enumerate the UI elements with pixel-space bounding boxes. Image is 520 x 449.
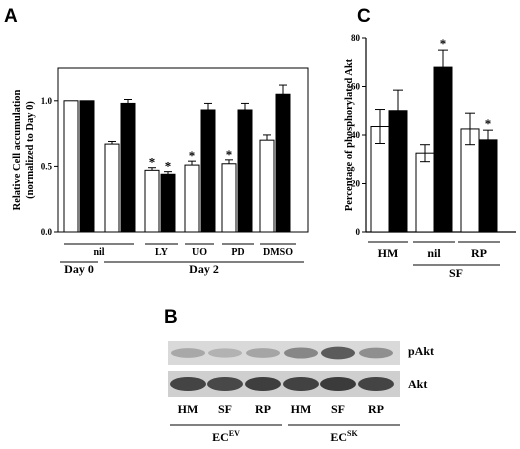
group-label: UO bbox=[192, 247, 207, 258]
band-pakt bbox=[208, 348, 242, 358]
bar bbox=[478, 139, 498, 233]
chart-a-ytick-label: 0.5 bbox=[41, 161, 53, 171]
bar bbox=[237, 109, 253, 233]
super-label-day2: Day 2 bbox=[189, 262, 219, 276]
bar bbox=[433, 66, 453, 233]
bar bbox=[184, 164, 200, 233]
band-label-pakt: pAkt bbox=[408, 344, 434, 358]
band-akt bbox=[207, 377, 243, 391]
lane-label: SF bbox=[218, 402, 232, 416]
significance-star: * bbox=[485, 116, 492, 131]
chart-c-ytick-label: 60 bbox=[351, 82, 361, 92]
group-label: LY bbox=[155, 247, 169, 258]
band-akt bbox=[283, 377, 319, 391]
group-label: HM bbox=[378, 246, 399, 260]
band-akt bbox=[320, 377, 356, 391]
group-label: RP bbox=[471, 246, 487, 260]
panel-letter-c: C bbox=[357, 6, 371, 27]
chart-a: Relative Cell accumulation (normalized t… bbox=[12, 67, 309, 276]
significance-star: * bbox=[149, 155, 156, 170]
significance-star: * bbox=[226, 147, 233, 162]
band-pakt bbox=[246, 348, 280, 358]
band-akt bbox=[245, 377, 281, 391]
bar bbox=[275, 93, 291, 233]
band-label-akt: Akt bbox=[408, 377, 427, 391]
bar bbox=[144, 169, 160, 233]
chart-c: Percentage of phosphorylated Akt 0 20 40 60… bbox=[344, 33, 516, 280]
lane-label: HM bbox=[291, 402, 312, 416]
band-pakt bbox=[321, 346, 355, 360]
significance-star: * bbox=[189, 148, 196, 163]
group-label-ecev: ECEV bbox=[212, 429, 240, 444]
chart-c-ylabel: Percentage of phosphorylated Akt bbox=[344, 58, 355, 211]
chart-c-ytick-label: 80 bbox=[351, 33, 361, 43]
chart-a-ytick-label: 1.0 bbox=[41, 96, 53, 106]
group-label: nil bbox=[427, 246, 441, 260]
group-label: PD bbox=[231, 247, 244, 258]
bar bbox=[415, 152, 435, 233]
lane-label: SF bbox=[331, 402, 345, 416]
super-label-day0: Day 0 bbox=[64, 262, 94, 276]
band-pakt bbox=[284, 347, 318, 359]
chart-a-frame bbox=[57, 67, 309, 233]
bar bbox=[120, 102, 136, 233]
panel-letter-a: A bbox=[4, 6, 18, 27]
bar bbox=[259, 139, 275, 233]
bar bbox=[200, 109, 216, 233]
lane-label: RP bbox=[255, 402, 271, 416]
group-label: DMSO bbox=[263, 247, 293, 258]
bar bbox=[63, 100, 79, 233]
chart-c-ytick-label: 40 bbox=[351, 130, 361, 140]
chart-c-ytick-label: 20 bbox=[351, 179, 361, 189]
significance-star: * bbox=[440, 36, 447, 51]
lane-label: RP bbox=[368, 402, 384, 416]
chart-a-ytick-label: 0.0 bbox=[41, 227, 53, 237]
bar bbox=[160, 173, 176, 233]
chart-a-ylabel-line2: (normalized to Day 0) bbox=[25, 101, 36, 199]
bar bbox=[104, 143, 120, 233]
group-label-base: EC bbox=[212, 430, 229, 444]
group-label-base: EC bbox=[330, 430, 347, 444]
group-label-ecsk: ECSK bbox=[330, 429, 358, 444]
super-label-sf: SF bbox=[449, 266, 463, 280]
bar bbox=[221, 163, 237, 233]
band-pakt bbox=[171, 348, 205, 358]
bar bbox=[79, 100, 95, 233]
panel-letter-b: B bbox=[164, 307, 178, 328]
significance-star: * bbox=[165, 159, 172, 174]
group-label-sup: SK bbox=[347, 429, 358, 438]
chart-c-ytick-label: 0 bbox=[356, 227, 361, 237]
chart-a-ylabel-line1: Relative Cell accumulation bbox=[12, 89, 23, 210]
lane-label: HM bbox=[178, 402, 199, 416]
group-label: nil bbox=[93, 247, 104, 258]
band-akt bbox=[358, 377, 394, 391]
band-akt bbox=[170, 377, 206, 391]
band-pakt bbox=[359, 347, 393, 359]
group-label-sup: EV bbox=[229, 429, 240, 438]
